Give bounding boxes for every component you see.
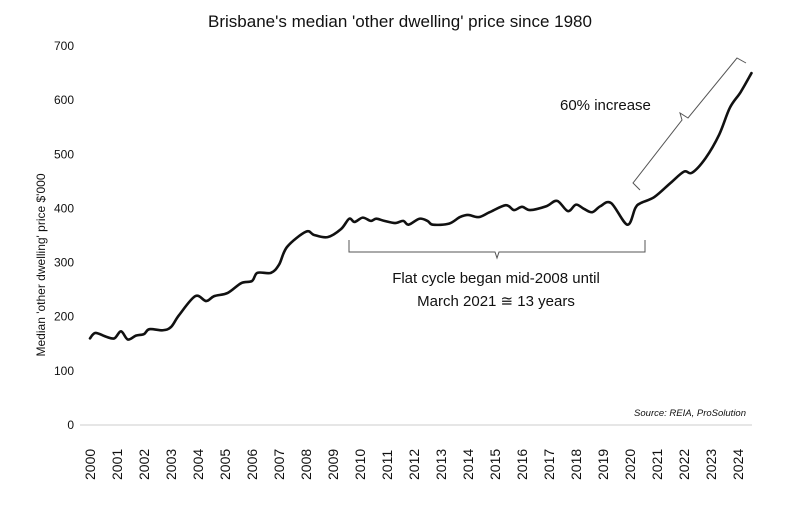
flat-cycle-label-line2: March 2021 ≅ 13 years <box>417 293 575 310</box>
x-tick-label: 2020 <box>622 449 638 480</box>
x-tick-label: 2000 <box>82 449 98 480</box>
x-tick-label: 2019 <box>595 449 611 480</box>
x-tick-label: 2001 <box>109 449 125 480</box>
x-tick-label: 2017 <box>541 449 557 480</box>
x-tick-label: 2009 <box>325 449 341 480</box>
x-tick-label: 2011 <box>379 450 395 480</box>
y-tick-label: 400 <box>54 201 74 215</box>
y-tick-label: 0 <box>67 418 74 432</box>
flat-cycle-label-line1: Flat cycle began mid-2008 until <box>392 270 600 287</box>
x-tick-label: 2022 <box>676 449 692 480</box>
x-tick-label: 2007 <box>271 449 287 480</box>
flat-cycle-bracket <box>348 240 646 260</box>
y-axis-label: Median 'other dwelling' price $'000 <box>34 173 48 356</box>
x-tick-label: 2018 <box>568 449 584 480</box>
y-tick-label: 200 <box>54 310 74 324</box>
x-tick-label: 2008 <box>298 449 314 480</box>
source-note: Source: REIA, ProSolution <box>634 408 746 419</box>
x-tick-label: 2024 <box>730 449 746 480</box>
x-tick-label: 2016 <box>514 449 530 480</box>
series-line <box>88 71 753 341</box>
x-tick-label: 2004 <box>190 449 206 480</box>
x-tick-label: 2010 <box>352 449 368 480</box>
y-tick-label: 700 <box>54 39 74 53</box>
x-tick-label: 2023 <box>703 449 719 480</box>
x-tick-label: 2015 <box>487 449 503 480</box>
y-tick-label: 100 <box>54 364 74 378</box>
x-tick-label: 2021 <box>649 449 665 480</box>
x-tick-label: 2006 <box>244 449 260 480</box>
x-tick-label: 2013 <box>433 449 449 480</box>
chart-title: Brisbane's median 'other dwelling' price… <box>208 12 592 31</box>
increase-label: 60% increase <box>560 97 651 114</box>
y-tick-label: 500 <box>54 147 74 161</box>
x-tick-label: 2003 <box>163 449 179 480</box>
increase-bracket <box>632 57 747 191</box>
x-tick-label: 2014 <box>460 449 476 480</box>
y-tick-label: 300 <box>54 256 74 270</box>
x-tick-label: 2005 <box>217 449 233 480</box>
x-tick-label: 2012 <box>406 449 422 480</box>
y-tick-label: 600 <box>54 93 74 107</box>
x-tick-label: 2002 <box>136 449 152 480</box>
